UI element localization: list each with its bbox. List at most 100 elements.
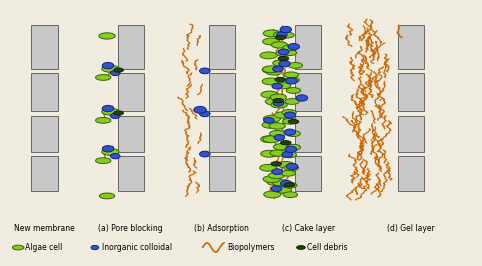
Ellipse shape xyxy=(99,33,115,39)
Ellipse shape xyxy=(286,78,297,84)
Ellipse shape xyxy=(275,35,286,40)
Text: Inorganic colloidal: Inorganic colloidal xyxy=(102,243,172,252)
Bar xyxy=(209,73,235,111)
Ellipse shape xyxy=(262,78,280,85)
Ellipse shape xyxy=(283,45,297,51)
Bar xyxy=(398,25,424,69)
Ellipse shape xyxy=(278,161,294,168)
Bar xyxy=(31,116,58,152)
Ellipse shape xyxy=(269,123,285,129)
Ellipse shape xyxy=(284,165,298,171)
Ellipse shape xyxy=(273,31,290,38)
Ellipse shape xyxy=(110,113,120,119)
Ellipse shape xyxy=(263,38,280,45)
Ellipse shape xyxy=(273,60,289,66)
Ellipse shape xyxy=(271,162,281,166)
Text: Biopolymers: Biopolymers xyxy=(228,243,275,252)
Ellipse shape xyxy=(95,74,111,80)
Ellipse shape xyxy=(275,77,285,82)
Ellipse shape xyxy=(272,83,282,89)
Ellipse shape xyxy=(286,88,301,93)
Ellipse shape xyxy=(262,66,280,73)
Ellipse shape xyxy=(281,141,291,145)
Text: (a) Pore blocking: (a) Pore blocking xyxy=(98,224,163,233)
Bar xyxy=(31,25,58,69)
Ellipse shape xyxy=(95,158,111,164)
Ellipse shape xyxy=(281,170,295,176)
Ellipse shape xyxy=(269,130,286,137)
Ellipse shape xyxy=(260,164,277,171)
Ellipse shape xyxy=(194,106,206,113)
Ellipse shape xyxy=(261,150,278,157)
Ellipse shape xyxy=(283,192,297,198)
Ellipse shape xyxy=(282,182,297,188)
Ellipse shape xyxy=(284,72,298,78)
Ellipse shape xyxy=(282,110,296,115)
Bar xyxy=(118,25,144,69)
Ellipse shape xyxy=(262,121,279,128)
Ellipse shape xyxy=(91,246,99,250)
Bar xyxy=(295,116,321,152)
Ellipse shape xyxy=(276,50,292,56)
Ellipse shape xyxy=(273,98,283,103)
Bar xyxy=(398,156,424,191)
Ellipse shape xyxy=(284,129,295,135)
Ellipse shape xyxy=(281,180,292,187)
Ellipse shape xyxy=(272,169,282,174)
Bar xyxy=(118,156,144,191)
Bar xyxy=(209,156,235,191)
Ellipse shape xyxy=(261,91,278,98)
Ellipse shape xyxy=(282,152,293,157)
Ellipse shape xyxy=(114,111,123,115)
Ellipse shape xyxy=(273,100,284,106)
Ellipse shape xyxy=(272,180,288,186)
Text: (b) Adsorption: (b) Adsorption xyxy=(194,224,249,233)
Ellipse shape xyxy=(110,153,120,159)
Ellipse shape xyxy=(280,32,294,38)
Text: Algae cell: Algae cell xyxy=(26,243,63,252)
Ellipse shape xyxy=(282,118,297,124)
Ellipse shape xyxy=(270,94,286,100)
Ellipse shape xyxy=(200,111,210,117)
Ellipse shape xyxy=(102,148,119,155)
Ellipse shape xyxy=(200,68,210,74)
Bar xyxy=(295,73,321,111)
Ellipse shape xyxy=(285,99,299,104)
Ellipse shape xyxy=(267,179,284,185)
Bar xyxy=(398,73,424,111)
Ellipse shape xyxy=(273,66,283,72)
Text: Cell debris: Cell debris xyxy=(307,243,348,252)
Ellipse shape xyxy=(288,63,303,68)
Bar xyxy=(295,25,321,69)
Ellipse shape xyxy=(263,136,280,143)
Ellipse shape xyxy=(266,69,282,75)
Ellipse shape xyxy=(274,82,291,89)
Ellipse shape xyxy=(263,115,281,122)
Ellipse shape xyxy=(263,66,280,73)
Ellipse shape xyxy=(102,146,114,152)
Ellipse shape xyxy=(102,65,119,72)
Ellipse shape xyxy=(278,49,289,55)
Bar xyxy=(398,116,424,152)
Ellipse shape xyxy=(102,105,114,112)
Ellipse shape xyxy=(200,151,210,157)
Ellipse shape xyxy=(296,246,305,249)
Bar xyxy=(209,25,235,69)
Ellipse shape xyxy=(264,191,281,198)
Ellipse shape xyxy=(263,176,280,182)
Ellipse shape xyxy=(285,146,297,152)
Ellipse shape xyxy=(271,186,282,192)
Ellipse shape xyxy=(274,112,291,118)
Ellipse shape xyxy=(284,112,296,118)
Ellipse shape xyxy=(114,68,123,72)
Ellipse shape xyxy=(286,131,300,136)
Ellipse shape xyxy=(110,70,120,76)
Text: (c) Cake layer: (c) Cake layer xyxy=(281,224,335,233)
Ellipse shape xyxy=(286,144,301,150)
Ellipse shape xyxy=(268,172,285,179)
Ellipse shape xyxy=(102,108,119,115)
Ellipse shape xyxy=(279,61,290,67)
Ellipse shape xyxy=(280,26,292,33)
Bar xyxy=(118,116,144,152)
Ellipse shape xyxy=(261,136,278,143)
